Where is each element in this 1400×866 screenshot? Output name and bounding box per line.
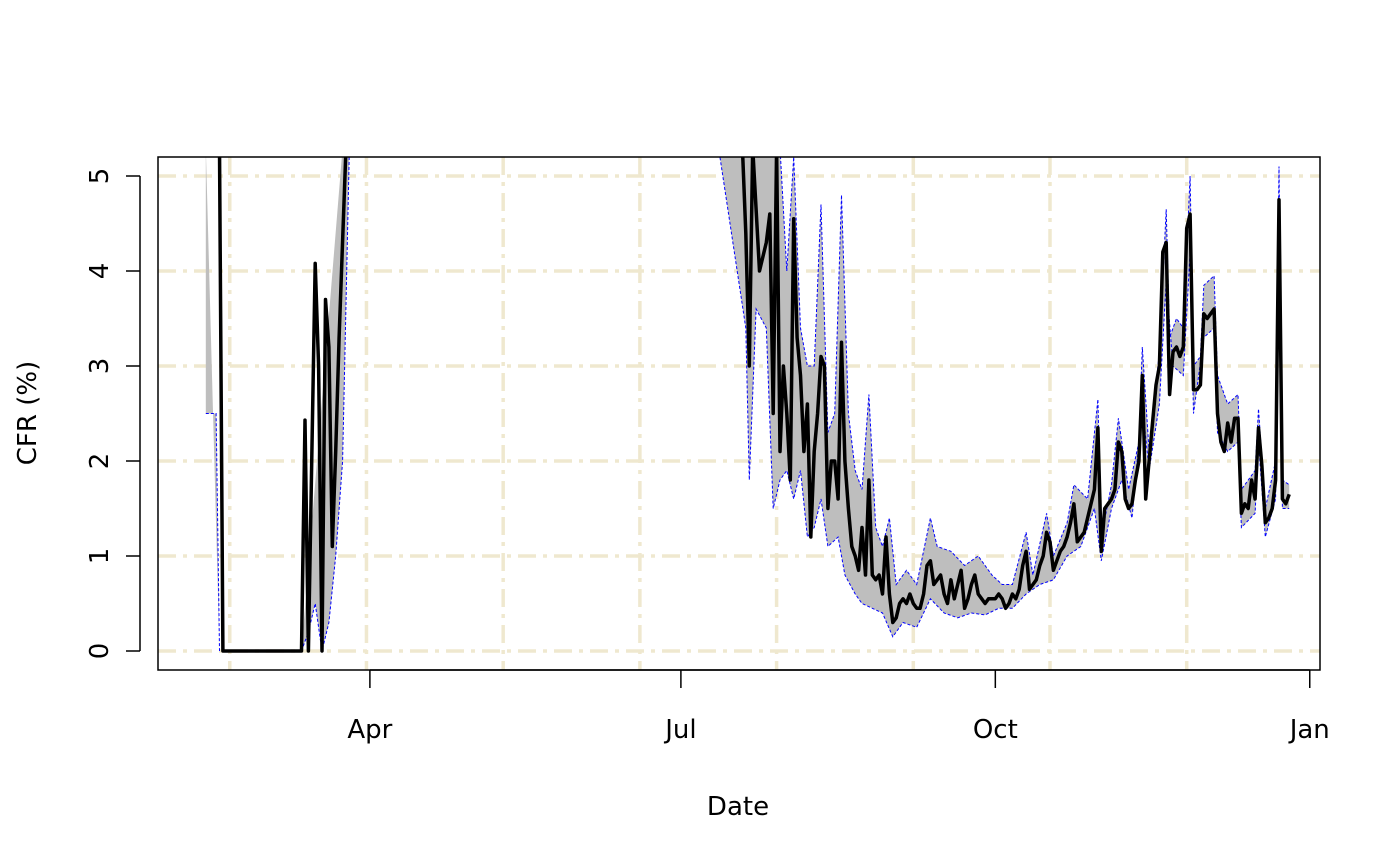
- x-tick-label: Oct: [973, 715, 1018, 745]
- x-tick-label: Jan: [1288, 715, 1330, 745]
- x-axis-label: Date: [707, 792, 769, 822]
- y-tick-label: 1: [85, 548, 115, 565]
- x-tick-label: Jul: [663, 715, 696, 745]
- y-axis-label: CFR (%): [13, 361, 43, 465]
- y-tick-label: 5: [85, 168, 115, 185]
- y-tick-label: 0: [85, 643, 115, 660]
- data-layer: [205, 157, 1291, 653]
- confidence-band: [719, 157, 1290, 637]
- confidence-bound-line: [780, 157, 1290, 586]
- y-tick-label: 4: [85, 263, 115, 280]
- cfr-estimate-line: [741, 157, 1291, 625]
- y-tick-label: 2: [85, 453, 115, 470]
- y-tick-label: 3: [85, 358, 115, 375]
- x-tick-label: Apr: [347, 715, 392, 745]
- axes: 0 1 2 3 4 5 Apr Jul Oct Jan: [85, 168, 1330, 745]
- confidence-band: [205, 157, 220, 651]
- confidence-bound-line: [719, 157, 1290, 638]
- confidence-bound-line: [205, 413, 220, 652]
- cfr-estimate-line: [217, 157, 348, 653]
